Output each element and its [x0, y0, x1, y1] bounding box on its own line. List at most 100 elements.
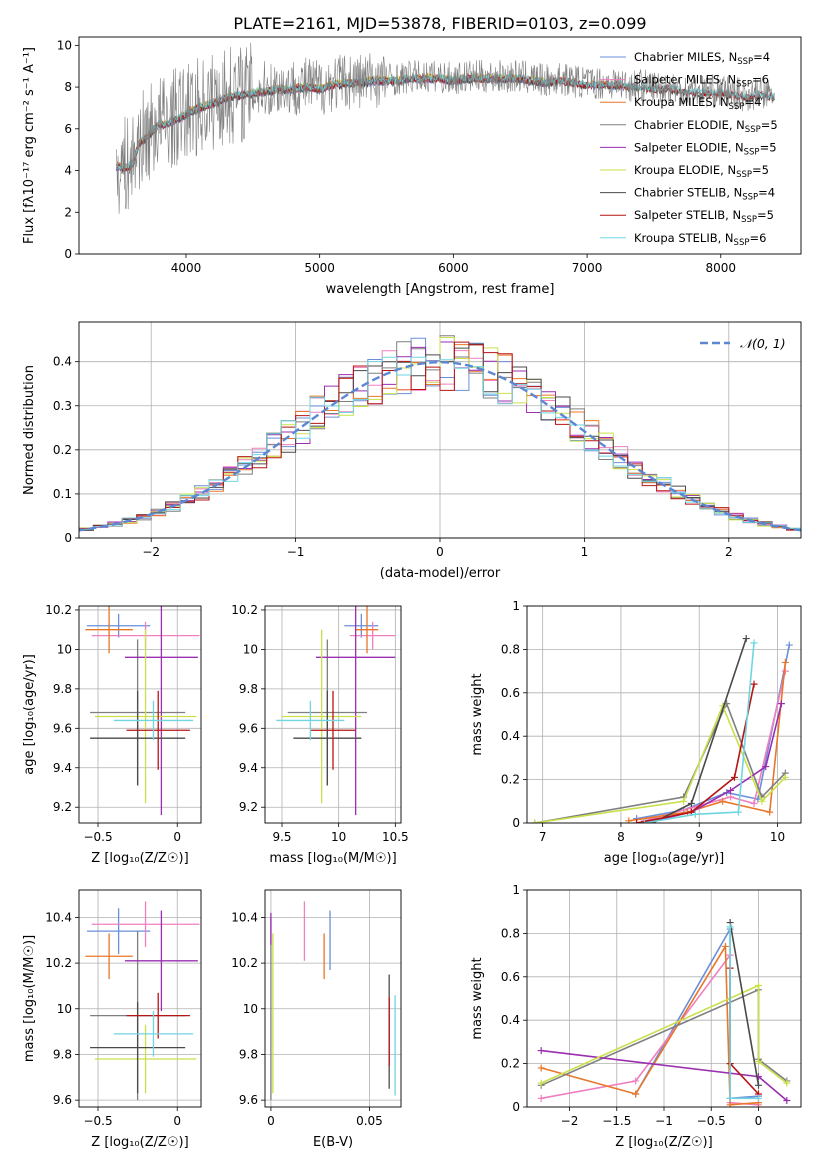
y-tick-label: 9.8: [239, 682, 258, 696]
x-tick-label: 0: [173, 1114, 181, 1128]
y-tick-label: 10.2: [231, 603, 258, 617]
plot-area: [531, 635, 793, 823]
y-tick-label: 10.2: [45, 603, 72, 617]
x-tick-label: 4000: [171, 261, 202, 275]
error-point: [293, 690, 362, 786]
y-tick-label: 0.6: [501, 686, 520, 700]
panel-residuals: −2 −1 0 1 2 0 0.1 0.2 0.3 0.4 (data-model)/error No…: [22, 321, 802, 581]
error-point: [282, 629, 362, 804]
x-axis-label: Z [log₁₀(Z/Z☉)]: [91, 1135, 188, 1150]
error-point: [124, 910, 198, 1012]
x-tick-label: −2: [561, 1114, 579, 1128]
x-tick-label: 9: [695, 830, 703, 844]
y-tick-label: 0.4: [501, 1013, 520, 1027]
y-tick-label: 9.8: [53, 682, 72, 696]
weight-marker: [730, 773, 738, 781]
legend-entry: Chabrier STELIB, NSSP=4: [634, 186, 775, 203]
x-tick-label: 10.5: [382, 830, 409, 844]
weight-marker: [719, 797, 727, 805]
error-point: [124, 606, 198, 816]
error-point: [94, 629, 197, 804]
y-tick-label: 0.4: [501, 729, 520, 743]
plot-area: [537, 919, 791, 1107]
x-tick-label: −1: [655, 1114, 673, 1128]
weight-line: [540, 943, 759, 1106]
weight-marker: [691, 810, 699, 818]
x-axis-label: mass [log₁₀(M/M☉)]: [269, 851, 396, 866]
x-tick-label: 10: [331, 830, 346, 844]
error-point: [113, 1011, 194, 1057]
y-tick-label: 1: [512, 599, 520, 613]
series-line: [116, 73, 561, 173]
weight-marker: [537, 1064, 545, 1072]
panel-spectrum: 4000 5000 6000 7000 8000 0 2 4 6 8 10 wavelength [A…: [22, 36, 802, 297]
legend-entry: Salpeter MILES, NSSP=6: [634, 73, 769, 90]
weight-marker: [537, 1047, 545, 1055]
weight-marker: [726, 923, 734, 931]
weight-marker: [680, 797, 688, 805]
y-tick-label: 6: [64, 122, 72, 136]
y-axis-label: Flux [fλ10⁻¹⁷ erg cm⁻² s⁻¹ A⁻¹]: [22, 47, 37, 244]
error-point: [126, 992, 190, 1039]
y-tick-label: 9.4: [239, 761, 258, 775]
y-tick-label: 9.2: [239, 800, 258, 814]
plot-area: [85, 901, 200, 1101]
legend-entry: Kroupa STELIB, NSSP=6: [634, 231, 766, 248]
panel-mass_vs_EBV: 0 0.05 9.6 9.8 10 10.2 10.4 E(B-V): [231, 889, 402, 1150]
weight-marker: [727, 793, 735, 801]
weight-line: [729, 922, 760, 1086]
plot-area: [270, 901, 396, 1101]
y-axis-label: mass weight: [470, 673, 485, 755]
panel-mass_vs_Z: −0.5 0 9.6 9.8 10 10.2 10.4 Z [log₁₀(Z/Z☉)] mass…: [22, 889, 202, 1150]
error-point: [113, 700, 194, 741]
weight-marker: [754, 1073, 762, 1081]
error-point: [355, 606, 379, 654]
x-tick-label: 8: [617, 830, 625, 844]
y-tick-label: 9.6: [239, 1093, 258, 1107]
x-tick-label: −1.5: [602, 1114, 631, 1128]
y-tick-label: 10: [243, 642, 258, 656]
legend-entry: Kroupa MILES, NSSP=4: [634, 95, 761, 112]
plot-area: [79, 335, 801, 533]
x-axis-label: (data-model)/error: [380, 566, 501, 581]
error-point: [86, 908, 151, 954]
weight-marker: [632, 1077, 640, 1085]
x-tick-label: 0: [267, 1114, 275, 1128]
y-tick-label: 0.8: [501, 926, 520, 940]
weight-marker: [633, 819, 641, 823]
y-tick-label: 10.4: [45, 910, 72, 924]
legend-entry: Chabrier ELODIE, NSSP=5: [634, 118, 778, 135]
x-tick-label: −0.5: [697, 1114, 726, 1128]
weight-marker: [781, 773, 789, 781]
weight-line: [534, 703, 786, 823]
weight-marker: [750, 799, 758, 807]
weight-marker: [754, 981, 762, 989]
error-point: [90, 1001, 186, 1094]
axes-frame: [264, 889, 402, 1108]
y-tick-label: 0.2: [501, 773, 520, 787]
y-tick-label: 10: [243, 1002, 258, 1016]
y-tick-label: 10: [57, 1002, 72, 1016]
y-tick-label: 0.2: [501, 1057, 520, 1071]
axes-frame: [78, 321, 802, 539]
y-axis-label: age [log₁₀(age/yr)]: [22, 654, 37, 775]
y-tick-label: 8: [64, 80, 72, 94]
weight-marker: [734, 808, 742, 816]
y-tick-label: 9.2: [53, 800, 72, 814]
x-tick-label: 9.5: [272, 830, 291, 844]
error-point: [91, 901, 200, 948]
y-axis-label: mass [log₁₀(M/M☉)]: [22, 935, 37, 1062]
error-point: [310, 690, 356, 770]
x-tick-label: 0: [173, 830, 181, 844]
y-tick-label: 0.4: [53, 355, 72, 369]
y-tick-label: 9.8: [239, 1047, 258, 1061]
weight-marker: [726, 1101, 734, 1107]
weight-marker: [640, 819, 648, 823]
plot-area: [276, 606, 396, 816]
y-tick-label: 2: [64, 205, 72, 219]
y-tick-label: 1: [512, 883, 520, 897]
weight-line: [636, 683, 755, 823]
y-tick-label: 9.8: [53, 1047, 72, 1061]
